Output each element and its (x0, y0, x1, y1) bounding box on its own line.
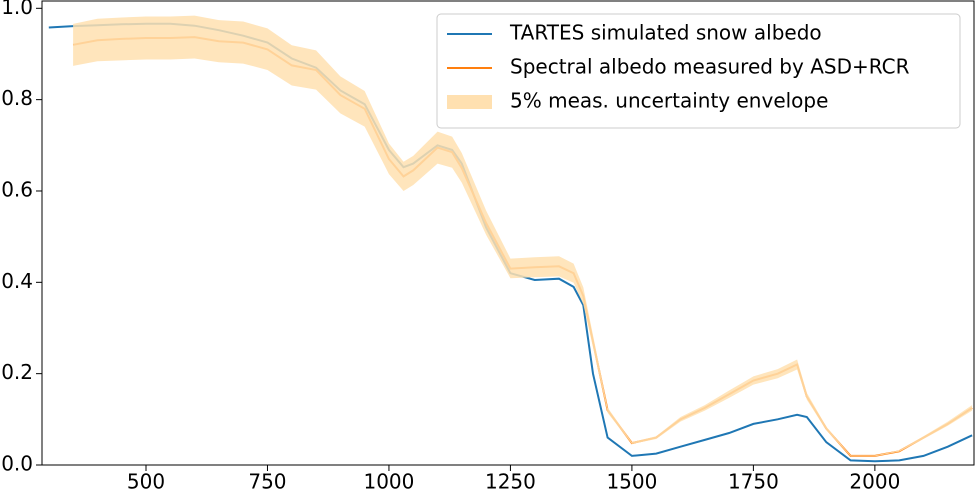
x-tick-label: 750 (248, 470, 286, 493)
y-tick-label: 0.0 (1, 452, 33, 476)
legend-label: TARTES simulated snow albedo (509, 21, 822, 45)
x-tick-label: 1000 (363, 470, 414, 493)
x-tick-label: 500 (127, 470, 165, 493)
y-tick-label: 0.8 (1, 86, 33, 110)
plot-frame (41, 0, 975, 466)
y-tick-label: 0.4 (1, 269, 33, 293)
x-tick-label: 1500 (606, 470, 657, 493)
legend-label: Spectral albedo measured by ASD+RCR (510, 55, 910, 79)
legend-swatch (447, 95, 492, 109)
x-tick-label: 2000 (849, 470, 900, 493)
legend-label: 5% meas. uncertainty envelope (510, 89, 828, 113)
x-tick-label: 1750 (728, 470, 779, 493)
y-tick-label: 1.0 (1, 0, 33, 19)
y-tick-label: 0.2 (1, 360, 33, 384)
x-tick-label: 1250 (485, 470, 536, 493)
y-tick-label: 0.6 (1, 177, 33, 201)
legend-box (436, 13, 961, 129)
